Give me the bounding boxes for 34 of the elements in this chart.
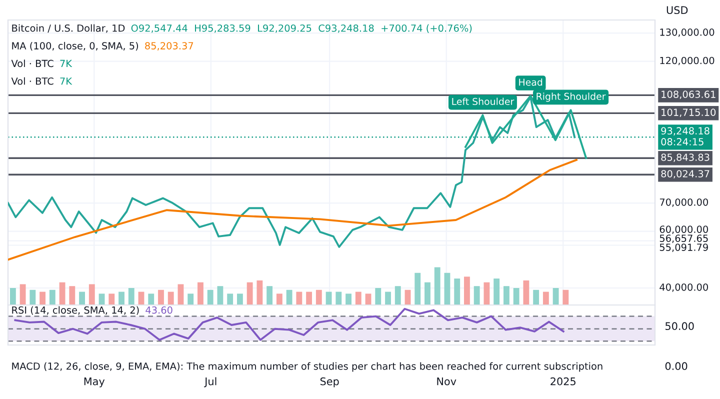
text: 0.00 bbox=[665, 362, 688, 370]
ref-line-label: 80,024.37 bbox=[661, 170, 710, 178]
y-tick-label: 56,657.65 bbox=[660, 234, 708, 243]
annotation: Bitcoin / U.S. Dollar, 1D bbox=[12, 24, 125, 33]
annotation: RSI (14, close, SMA, 14, 2) bbox=[12, 306, 139, 315]
x-tick-label: Sep bbox=[320, 377, 339, 388]
annotation: 7K bbox=[60, 60, 72, 67]
x-tick-label: 2025 bbox=[550, 377, 576, 386]
ref-line-label: 108,063.61 bbox=[662, 90, 716, 99]
annotation: MA (100, close, 0, SMA, 5) bbox=[12, 42, 138, 51]
x-tick-label: Jul bbox=[204, 377, 216, 388]
text: 50.00 bbox=[666, 322, 694, 330]
y-tick-label: 60,000.00 bbox=[660, 226, 708, 234]
ref-line-label: 93,248.18 08:24:15 bbox=[661, 127, 710, 146]
y-tick-label: 55,091.79 bbox=[660, 244, 708, 252]
y-tick-label: 40,000.00 bbox=[660, 283, 708, 292]
annotation: Vol · BTC bbox=[11, 60, 54, 68]
x-tick-label: Nov bbox=[437, 378, 456, 386]
annotation: 43.60 bbox=[146, 306, 172, 314]
annotation: O92,547.44 H95,283.59 L92,209.25 C93,248.18 +700.74 (+0.76%) bbox=[131, 24, 472, 33]
y-axis-title: USD bbox=[666, 6, 688, 14]
y-tick-label: 70,000.00 bbox=[660, 198, 708, 207]
ref-line-label: 85,843.83 bbox=[661, 154, 710, 162]
annotation: Vol · BTC bbox=[11, 77, 54, 85]
y-tick-label: 120,000.00 bbox=[660, 56, 714, 66]
text: MACD (12, 26, close, 9, EMA, EMA): The maximum number of studies per chart has been reached for current subscription bbox=[12, 362, 602, 372]
ref-line-label: 101,715.10 bbox=[662, 108, 716, 117]
annotation: 85,203.37 bbox=[145, 42, 194, 50]
annotation: 7K bbox=[60, 78, 72, 85]
annotation: Left Shoulder bbox=[452, 98, 514, 106]
annotation: Head bbox=[519, 78, 542, 86]
annotation: Right Shoulder bbox=[536, 92, 606, 102]
y-tick-label: 130,000.00 bbox=[660, 28, 714, 37]
x-tick-label: May bbox=[84, 378, 105, 388]
